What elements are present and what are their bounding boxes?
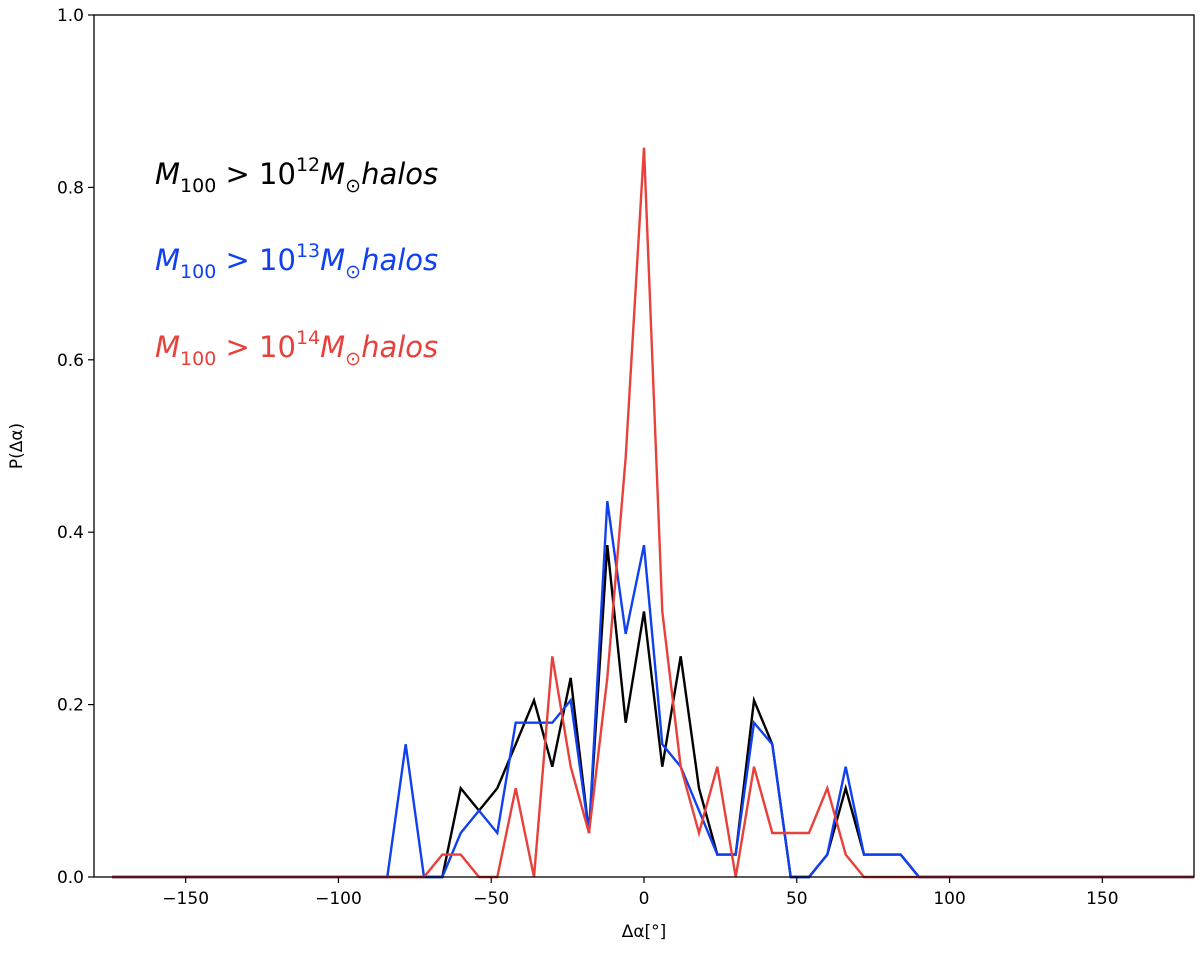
legend-base: M: [155, 330, 180, 364]
x-tick-label: 150: [1086, 889, 1118, 909]
y-axis-ticks: 0.0 0.2 0.4 0.6 0.8 1.0: [57, 6, 94, 888]
legend-suffix: halos: [361, 157, 438, 191]
x-axis-ticks: −150 −100 −50 0 50 100 150: [162, 877, 1119, 909]
legend-unit: M: [320, 243, 345, 277]
legend-entry-3: M100 > 1014M⊙halos: [155, 327, 438, 370]
x-tick-label: 50: [786, 889, 808, 909]
legend-num: 10: [259, 330, 296, 364]
legend-exp: 14: [296, 327, 320, 349]
legend-base: M: [155, 243, 180, 277]
x-tick-label: −50: [473, 889, 509, 909]
y-axis-title: P(Δα): [7, 423, 27, 469]
legend-entry-1: M100 > 1012M⊙halos: [155, 154, 438, 197]
legend-base: M: [155, 157, 180, 191]
legend-suffix: halos: [361, 243, 438, 277]
legend-unit: M: [320, 330, 345, 364]
y-tick-label: 0.0: [57, 868, 84, 888]
legend-op: >: [216, 157, 259, 191]
legend-sub: 100: [180, 261, 216, 283]
legend-exp: 13: [296, 240, 320, 262]
series-line-1: [112, 544, 1194, 879]
legend-unit_sub: ⊙: [345, 175, 361, 197]
legend-unit: M: [320, 157, 345, 191]
y-tick-label: 0.2: [57, 696, 84, 716]
legend-entry-2: M100 > 1013M⊙halos: [155, 240, 438, 283]
legend-exp: 12: [296, 154, 320, 176]
x-axis-title: Δα[°]: [622, 922, 667, 942]
x-tick-label: 0: [639, 889, 650, 909]
legend-sub: 100: [180, 348, 216, 370]
legend-op: >: [216, 330, 259, 364]
x-tick-label: −150: [162, 889, 209, 909]
y-tick-label: 0.4: [57, 523, 84, 543]
x-tick-label: 100: [933, 889, 965, 909]
legend-suffix: halos: [361, 330, 438, 364]
x-tick-label: −100: [315, 889, 362, 909]
legend-sub: 100: [180, 175, 216, 197]
legend-unit_sub: ⊙: [345, 261, 361, 283]
y-tick-label: 0.6: [57, 351, 84, 371]
y-tick-label: 1.0: [57, 6, 84, 26]
legend-num: 10: [259, 243, 296, 277]
legend-unit_sub: ⊙: [345, 348, 361, 370]
y-tick-label: 0.8: [57, 178, 84, 198]
legend-op: >: [216, 243, 259, 277]
legend-num: 10: [259, 157, 296, 191]
axes-frame: [93, 14, 1195, 878]
